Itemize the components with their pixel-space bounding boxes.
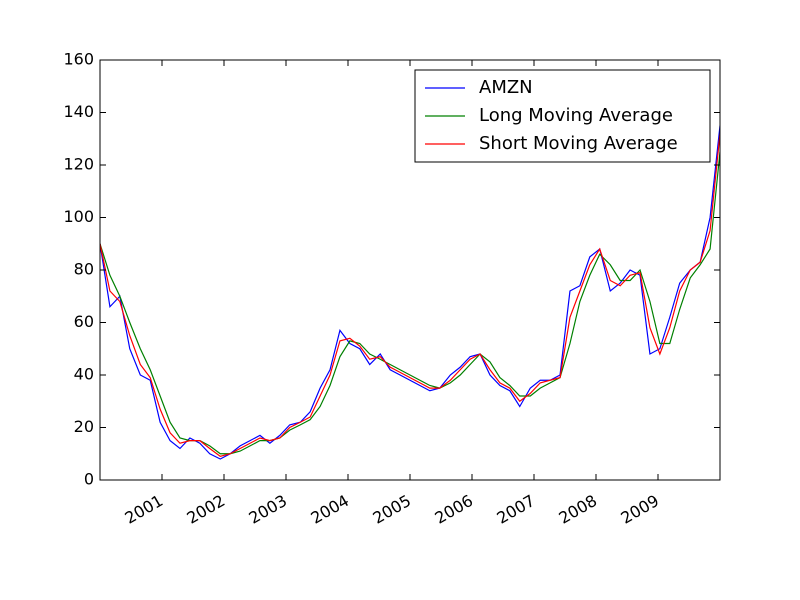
y-tick-label: 120: [63, 155, 94, 174]
y-tick-label: 60: [74, 312, 94, 331]
y-tick-label: 80: [74, 260, 94, 279]
y-tick-label: 20: [74, 417, 94, 436]
legend-label: AMZN: [479, 77, 533, 98]
legend-label: Short Moving Average: [479, 133, 678, 154]
legend-label: Long Moving Average: [479, 105, 673, 126]
y-tick-label: 40: [74, 365, 94, 384]
y-tick-label: 0: [84, 470, 94, 489]
y-tick-label: 160: [63, 50, 94, 69]
series-line: [100, 151, 720, 455]
series-line: [100, 125, 720, 460]
y-tick-label: 140: [63, 102, 94, 121]
y-tick-label: 100: [63, 207, 94, 226]
series-line: [100, 133, 720, 458]
